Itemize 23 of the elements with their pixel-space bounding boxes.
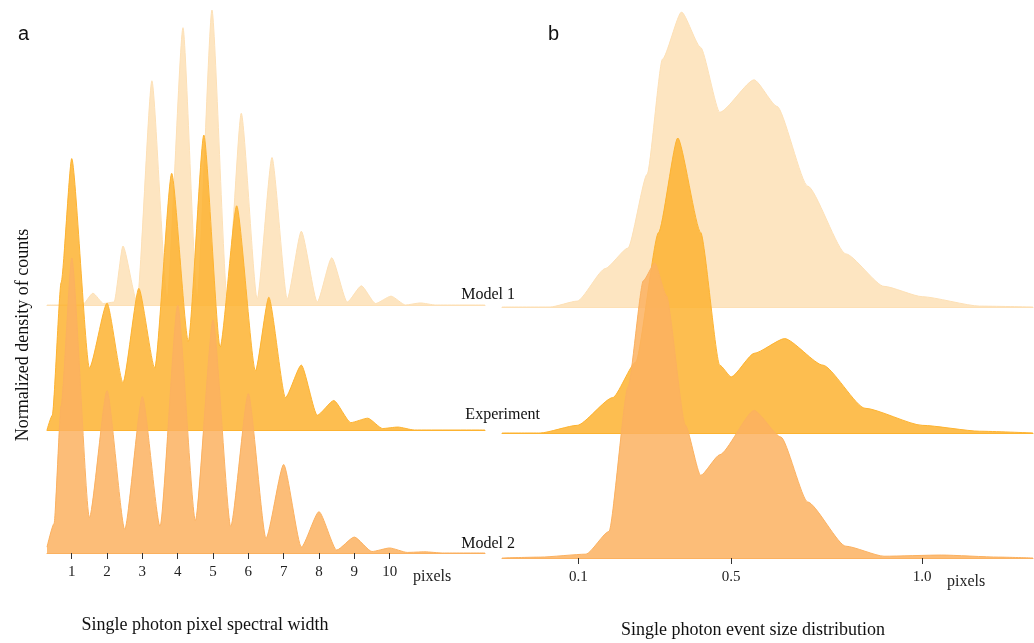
x-tick-label: 3 [138,562,147,579]
x-tick-label: 4 [173,562,182,579]
x-tick-label: 2 [103,562,111,579]
x-axis-title: pixels [413,566,452,585]
x-tick-label: 0.5 [721,567,741,584]
annotation: b [548,22,560,44]
x-tick-label: 5 [209,562,217,579]
text: a [18,22,30,44]
x-axis-title: pixels [947,571,986,590]
x-tick-label: 8 [315,562,323,579]
series-label: Experiment [465,404,541,423]
series-label: Model 1 [461,284,516,302]
x-tick-label: 7 [279,562,288,579]
series-label: Model 2 [461,533,516,551]
x-tick-label: 1.0 [912,567,932,584]
text: Single photon pixel spectral width [81,614,329,634]
x-tick-label: 10 [382,562,398,579]
x-tick-label: 1 [67,562,76,579]
x-tick-label: 6 [244,562,253,579]
text: Single photon event size distribution [621,619,885,639]
x-tick-label: 9 [350,562,359,579]
y-axis-title: Normalized density of counts [12,228,32,442]
x-tick-label: 0.1 [569,567,588,584]
